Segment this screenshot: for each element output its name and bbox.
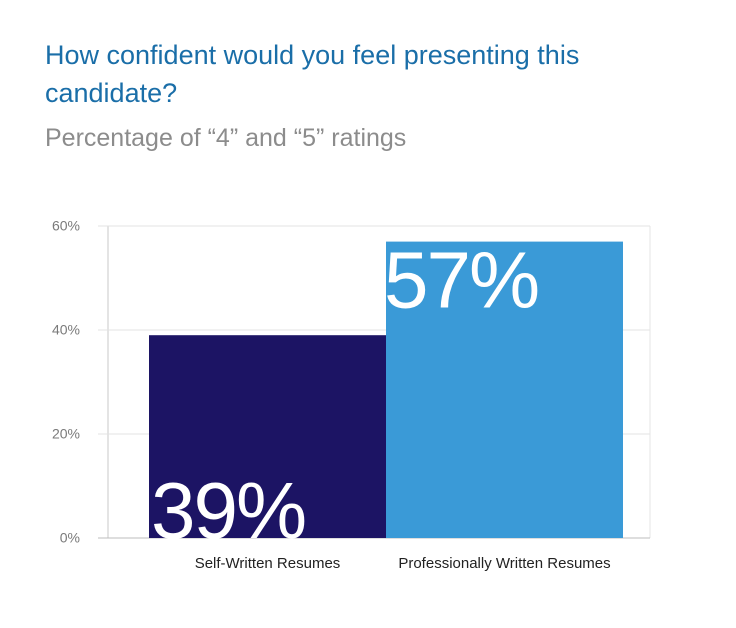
data-label: 39%: [151, 466, 305, 555]
x-category-label: Self-Written Resumes: [195, 555, 341, 572]
chart-title: How confident would you feel presenting …: [45, 40, 580, 108]
bar-professionally-written: [386, 241, 623, 538]
x-category-label: Professionally Written Resumes: [398, 555, 610, 572]
y-tick-label: 20%: [52, 426, 80, 442]
y-tick-label: 40%: [52, 322, 80, 338]
y-tick-label: 60%: [52, 218, 80, 234]
data-label: 57%: [384, 236, 538, 325]
y-tick-label: 0%: [60, 530, 80, 546]
chart-subtitle: Percentage of “4” and “5” ratings: [45, 124, 407, 152]
bar-self-written: [149, 335, 386, 538]
